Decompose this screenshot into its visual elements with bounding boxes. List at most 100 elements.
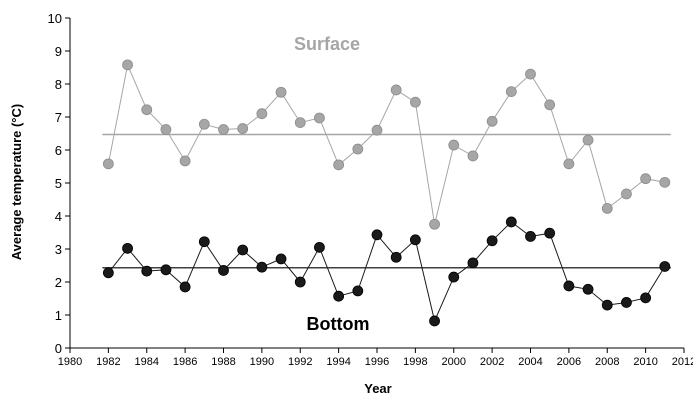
ticks: 0 1 2 3 4 5 6 7 8 9 10 1980 1982 1984 1986 1988 1990 1992… xyxy=(48,11,693,368)
surface-point xyxy=(409,96,421,108)
bottom-point xyxy=(390,251,402,263)
bottom-point xyxy=(294,276,306,288)
x-tick-label: 2000 xyxy=(442,356,466,368)
surface-point xyxy=(102,158,114,170)
surface-point xyxy=(218,124,229,135)
y-tick-label: 2 xyxy=(55,275,62,290)
surface-point xyxy=(294,117,306,129)
surface-point xyxy=(505,86,517,97)
surface-point xyxy=(371,124,383,136)
y-tick-label: 9 xyxy=(55,44,62,59)
surface-point xyxy=(352,143,364,155)
series-label-surface: Surface xyxy=(294,34,360,54)
axes xyxy=(69,18,684,349)
bottom-point xyxy=(122,242,133,254)
surface-series-line xyxy=(107,63,665,225)
surface-point xyxy=(179,155,191,167)
x-tick-label: 2006 xyxy=(557,356,581,368)
y-tick-label: 0 xyxy=(55,341,62,356)
bottom-point xyxy=(314,241,325,253)
y-tick-label: 7 xyxy=(55,110,62,125)
bottom-point xyxy=(467,257,479,269)
bottom-point xyxy=(448,271,460,283)
surface-point xyxy=(333,159,345,171)
bottom-point xyxy=(563,280,575,292)
x-tick-label: 1992 xyxy=(288,356,312,368)
surface-point xyxy=(525,68,536,80)
bottom-point xyxy=(371,229,383,241)
x-tick-label: 1990 xyxy=(250,356,274,368)
bottom-point xyxy=(256,261,268,273)
y-tick-label: 4 xyxy=(55,209,62,224)
bottom-point xyxy=(179,281,191,293)
surface-point xyxy=(621,188,632,200)
surface-point xyxy=(544,99,556,111)
y-tick-label: 5 xyxy=(55,176,62,191)
surface-point xyxy=(160,124,172,135)
series-group xyxy=(102,59,671,327)
bottom-point xyxy=(582,283,594,295)
y-tick-label: 8 xyxy=(55,77,62,92)
x-tick-label: 1996 xyxy=(365,356,389,368)
bottom-point xyxy=(486,235,498,247)
y-tick-label: 6 xyxy=(55,143,62,158)
y-tick-label: 1 xyxy=(55,308,62,323)
bottom-point xyxy=(237,244,249,256)
bottom-point xyxy=(601,299,613,311)
surface-point xyxy=(275,86,287,98)
x-tick-label: 2012 xyxy=(672,356,693,368)
surface-point xyxy=(601,203,613,214)
bottom-point xyxy=(141,265,153,277)
bottom-point xyxy=(621,297,632,308)
series-label-bottom: Bottom xyxy=(307,314,370,334)
surface-point xyxy=(563,158,575,170)
y-tick-label: 10 xyxy=(48,11,62,26)
bottom-point xyxy=(218,265,229,276)
surface-point xyxy=(429,218,440,230)
surface-point xyxy=(640,173,652,185)
bottom-point xyxy=(275,253,287,265)
surface-point xyxy=(659,176,671,188)
bottom-point xyxy=(409,234,421,246)
x-tick-label: 1994 xyxy=(326,356,350,368)
x-tick-label: 1982 xyxy=(96,356,120,368)
surface-point xyxy=(390,84,402,96)
bottom-point xyxy=(544,227,556,239)
surface-point xyxy=(467,150,479,162)
y-tick-label: 3 xyxy=(55,242,62,257)
surface-point xyxy=(582,134,594,146)
surface-point xyxy=(141,104,153,116)
x-axis-title: Year xyxy=(364,381,391,396)
x-tick-label: 1984 xyxy=(135,356,159,368)
surface-point xyxy=(314,112,325,124)
bottom-point xyxy=(198,236,210,248)
bottom-series-line xyxy=(108,221,666,323)
x-tick-label: 2004 xyxy=(518,356,542,368)
bottom-point xyxy=(429,315,440,327)
x-tick-label: 1988 xyxy=(211,356,235,368)
x-tick-label: 2008 xyxy=(595,356,619,368)
bottom-point xyxy=(102,267,114,279)
bottom-point xyxy=(333,290,345,302)
y-axis-title: Average temperature (°C) xyxy=(9,104,24,260)
bottom-point xyxy=(640,292,652,304)
x-tick-label: 2002 xyxy=(480,356,504,368)
x-tick-label: 1980 xyxy=(58,356,82,368)
surface-point xyxy=(448,139,460,151)
mean-lines xyxy=(102,133,671,269)
x-tick-label: 1998 xyxy=(403,356,427,368)
bottom-point xyxy=(505,216,517,228)
x-tick-label: 1986 xyxy=(173,356,197,368)
x-tick-label: 2010 xyxy=(633,356,657,368)
surface-point xyxy=(122,59,133,71)
bottom-point xyxy=(525,231,536,242)
bottom-point xyxy=(352,285,364,297)
surface-point xyxy=(486,115,498,127)
surface-point xyxy=(198,118,210,130)
surface-point xyxy=(256,108,268,120)
surface-point xyxy=(237,123,249,134)
bottom-point xyxy=(160,264,172,276)
labels: Year Average temperature (°C) Surface Bo… xyxy=(9,34,392,396)
bottom-point xyxy=(659,261,671,272)
